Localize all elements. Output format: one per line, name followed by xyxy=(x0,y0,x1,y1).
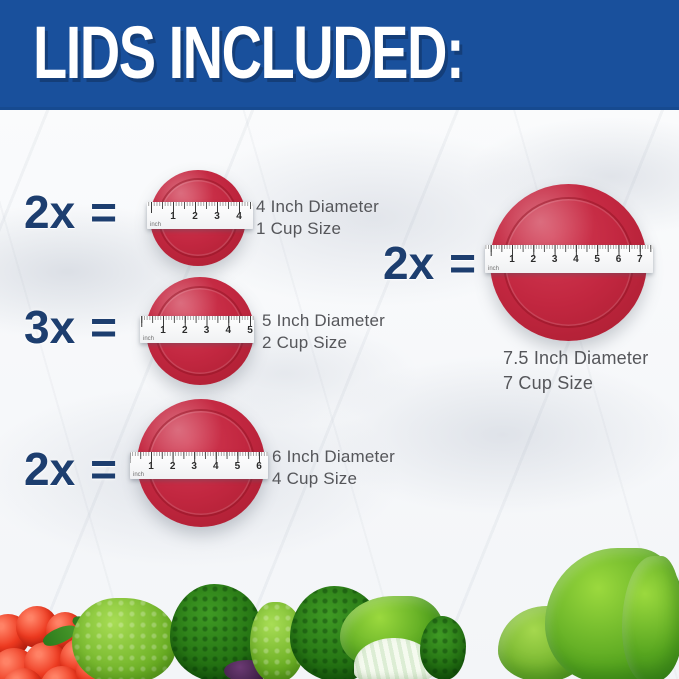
ruler-tape-7p5in: inch 1 2 3 4 5 6 7 xyxy=(485,245,653,273)
diameter-label: 4 Inch Diameter xyxy=(256,197,379,216)
quantity-label: 2x xyxy=(383,237,435,289)
ruler-unit-label: inch xyxy=(143,336,155,342)
lettuce-leaf xyxy=(622,556,679,679)
ruler-unit-label: inch xyxy=(150,222,162,228)
ruler-number: 4 xyxy=(236,211,242,222)
ruler-number: 2 xyxy=(192,211,198,222)
page-title: LIDS INCLUDED: xyxy=(33,10,465,94)
tomato xyxy=(40,666,84,679)
tomato xyxy=(2,668,44,679)
ruler-tape-5in: inch 1 2 3 4 5 xyxy=(140,316,254,343)
ruler-unit-label: inch xyxy=(133,472,145,478)
ruler-number: 6 xyxy=(256,461,262,472)
quantity-5in: 3x = xyxy=(24,304,117,350)
cup-label: 4 Cup Size xyxy=(272,469,358,488)
cup-label: 7 Cup Size xyxy=(503,373,594,393)
ruler-unit-label: inch xyxy=(488,266,500,272)
size-label-4in: 4 Inch Diameter 1 Cup Size xyxy=(256,196,379,240)
ruler-number: 2 xyxy=(169,461,176,472)
ruler-number: 4 xyxy=(573,254,579,265)
ruler-number: 2 xyxy=(181,325,188,336)
equals-sign: = xyxy=(90,301,118,353)
diameter-label: 7.5 Inch Diameter xyxy=(503,348,649,368)
broccoli xyxy=(420,616,466,679)
quantity-4in: 2x = xyxy=(24,189,117,235)
size-label-7p5in: 7.5 Inch Diameter 7 Cup Size xyxy=(503,346,648,396)
quantity-6in: 2x = xyxy=(24,446,117,492)
ruler-number: 4 xyxy=(213,461,219,472)
ruler-number: 1 xyxy=(148,461,154,472)
ruler-number: 6 xyxy=(615,254,622,265)
ruler-tape-4in: inch 1 2 3 4 xyxy=(147,202,253,229)
quantity-label: 2x xyxy=(24,186,76,238)
cup-label: 1 Cup Size xyxy=(256,219,342,238)
quantity-7p5in: 2x = xyxy=(383,240,476,286)
ruler-number: 1 xyxy=(509,254,515,265)
ruler-number: 2 xyxy=(530,254,537,265)
ruler-number: 5 xyxy=(594,254,600,265)
ruler-number: 5 xyxy=(247,325,253,336)
ruler-number: 5 xyxy=(234,461,241,472)
ruler-tape-6in: inch 1 2 3 4 5 6 xyxy=(130,452,268,479)
equals-sign: = xyxy=(449,237,477,289)
diameter-label: 6 Inch Diameter xyxy=(272,447,395,466)
equals-sign: = xyxy=(90,443,118,495)
ruler-number: 3 xyxy=(203,325,210,336)
ruler-number: 1 xyxy=(170,211,176,222)
equals-sign: = xyxy=(90,186,118,238)
header-banner: LIDS INCLUDED: xyxy=(0,0,679,110)
size-label-5in: 5 Inch Diameter 2 Cup Size xyxy=(262,310,385,354)
diameter-label: 5 Inch Diameter xyxy=(262,311,385,330)
ruler-number: 4 xyxy=(225,325,232,336)
size-label-6in: 6 Inch Diameter 4 Cup Size xyxy=(272,446,395,490)
ruler-number: 7 xyxy=(637,254,643,265)
romanesco-broccoli xyxy=(72,598,176,679)
ruler-number: 3 xyxy=(214,211,220,222)
ruler-number: 3 xyxy=(551,254,558,265)
cup-label: 2 Cup Size xyxy=(262,333,348,352)
quantity-label: 3x xyxy=(24,301,76,353)
ruler-number: 1 xyxy=(160,325,166,336)
quantity-label: 2x xyxy=(24,443,76,495)
ruler-number: 3 xyxy=(191,461,197,472)
